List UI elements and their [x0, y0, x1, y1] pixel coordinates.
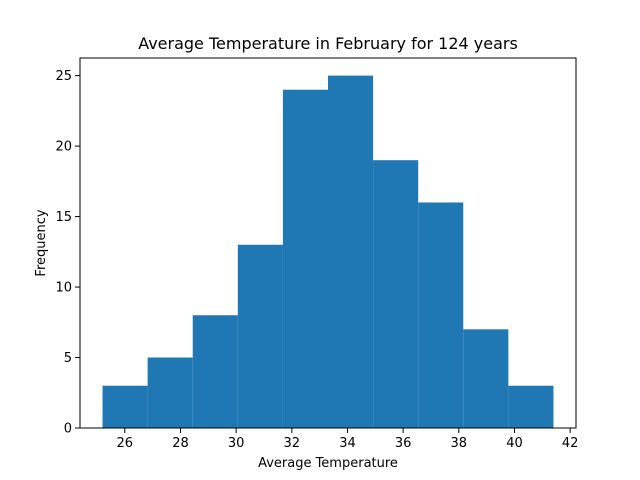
y-tick-label: 15: [55, 210, 72, 225]
y-axis-label: Frequency: [34, 209, 49, 276]
x-tick-label: 36: [395, 436, 412, 451]
x-tick-label: 38: [451, 436, 468, 451]
histogram-bar-8: [418, 202, 464, 428]
y-tick-label: 5: [64, 351, 72, 366]
x-tick-label: 26: [117, 436, 134, 451]
histogram-bar-9: [463, 329, 509, 428]
y-tick-label: 0: [64, 422, 72, 437]
histogram-bar-7: [373, 160, 419, 428]
x-tick-label: 30: [228, 436, 245, 451]
plot-area-frame: [79, 57, 577, 429]
x-tick-label: 32: [284, 436, 301, 451]
x-tick-label: 34: [339, 436, 356, 451]
histogram-bar-5: [282, 89, 328, 428]
histogram-bar-6: [328, 75, 374, 428]
histogram-bar-3: [192, 315, 238, 428]
y-tick-label: 20: [55, 140, 72, 155]
x-tick-label: 42: [562, 436, 579, 451]
x-axis-ticks: 26 28 30 32 34 36 38 40 42: [117, 428, 579, 451]
x-axis-label: Average Temperature: [258, 456, 398, 471]
y-tick-label: 10: [55, 281, 72, 296]
y-tick-label: 25: [55, 69, 72, 84]
histogram-bar-4: [237, 244, 283, 428]
chart-title: Average Temperature in February for 124 …: [138, 34, 518, 53]
histogram-bar-2: [147, 357, 193, 428]
y-axis-ticks: 0 5 10 15 20 25: [55, 69, 80, 437]
x-tick-label: 28: [172, 436, 189, 451]
histogram-bar-1: [102, 385, 148, 428]
x-tick-label: 40: [506, 436, 523, 451]
histogram-bar-10: [508, 385, 554, 428]
histogram-bars: [102, 75, 554, 428]
